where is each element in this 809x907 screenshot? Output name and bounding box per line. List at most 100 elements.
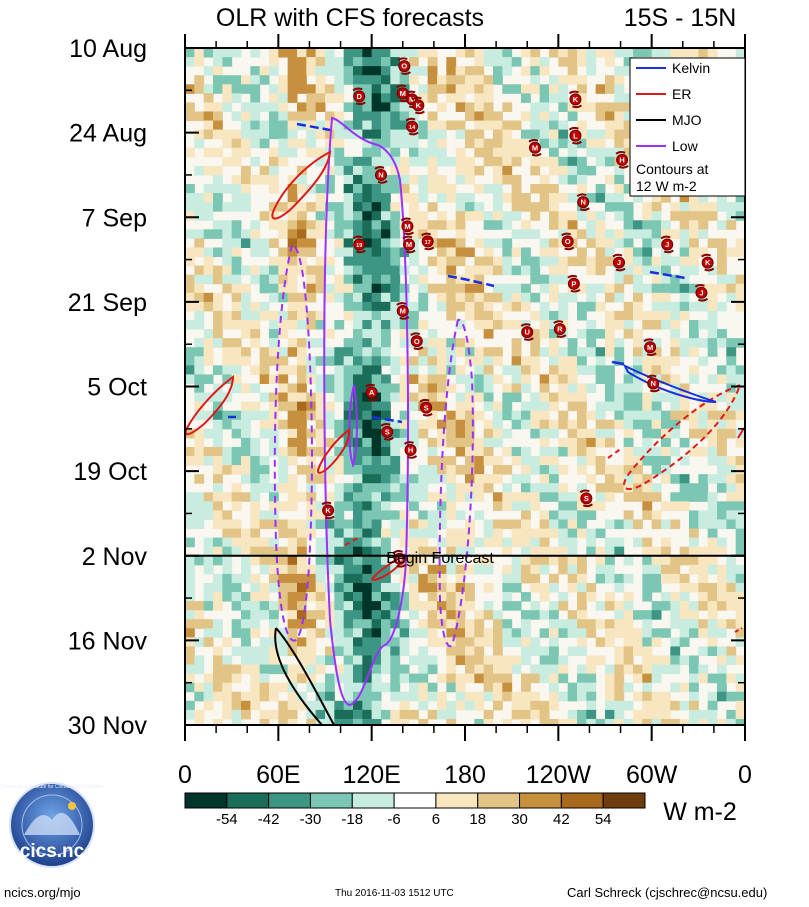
olr-cell — [334, 555, 345, 566]
olr-cell — [231, 465, 242, 475]
olr-cell — [241, 165, 251, 176]
olr-cell — [203, 492, 214, 502]
olr-cell — [567, 57, 578, 67]
olr-cell — [390, 673, 401, 684]
olr-cell — [343, 465, 354, 475]
olr-cell — [539, 174, 550, 185]
olr-cell — [427, 401, 438, 412]
olr-cell — [577, 165, 587, 176]
olr-cell — [390, 582, 401, 593]
olr-cell — [726, 483, 737, 493]
olr-cell — [418, 347, 429, 357]
olr-cell — [213, 646, 223, 656]
olr-cell — [390, 528, 401, 539]
colorbar-swatch — [602, 792, 646, 809]
olr-cell — [250, 84, 261, 94]
er-contour-6 — [344, 537, 359, 546]
olr-cell — [399, 174, 410, 185]
olr-cell — [343, 57, 354, 67]
olr-cell — [325, 57, 335, 67]
olr-cell — [297, 519, 307, 530]
olr-cell — [623, 465, 634, 475]
olr-cell — [409, 220, 419, 230]
olr-cell — [259, 283, 270, 294]
olr-cell — [483, 147, 494, 158]
olr-cell — [390, 510, 401, 520]
olr-cell — [483, 628, 494, 638]
olr-cell — [353, 456, 363, 466]
olr-cell — [698, 220, 709, 230]
olr-cell — [689, 492, 699, 502]
olr-cell — [735, 247, 745, 258]
cyclone-label: 19 — [356, 243, 362, 249]
olr-cell — [577, 437, 587, 448]
olr-cell — [287, 573, 298, 584]
olr-cell — [399, 338, 410, 348]
olr-cell — [269, 329, 279, 339]
olr-cell — [549, 519, 559, 530]
olr-cell — [595, 365, 606, 375]
olr-cell — [465, 492, 475, 502]
olr-cell — [287, 256, 298, 267]
olr-cell — [231, 129, 242, 140]
olr-cell — [390, 610, 401, 620]
olr-cell — [409, 437, 419, 448]
olr-cell — [362, 156, 373, 167]
olr-cell — [539, 546, 550, 557]
olr-cell — [605, 347, 615, 357]
olr-cell — [511, 628, 522, 638]
olr-cell — [633, 338, 643, 348]
olr-cell — [371, 347, 382, 357]
olr-cell — [707, 283, 718, 294]
olr-cell — [586, 655, 597, 666]
olr-cell — [474, 564, 485, 575]
olr-cell — [409, 111, 419, 122]
olr-cell — [269, 84, 279, 94]
olr-cell — [362, 301, 373, 312]
olr-cell — [698, 410, 709, 421]
y-tick-label: 5 Oct — [87, 374, 147, 402]
olr-cell — [362, 392, 373, 403]
olr-cell — [586, 664, 597, 675]
olr-cell — [567, 66, 578, 76]
olr-cell — [577, 356, 587, 366]
olr-cell — [259, 637, 270, 647]
olr-cell — [437, 211, 447, 221]
olr-cell — [493, 57, 503, 67]
olr-cell — [483, 102, 494, 112]
olr-cell — [474, 320, 485, 330]
olr-cell — [689, 619, 699, 629]
olr-cell — [633, 673, 643, 684]
cyclone-label: H — [619, 155, 624, 164]
olr-cell — [390, 84, 401, 94]
olr-cell — [549, 610, 559, 620]
olr-cell — [306, 718, 317, 725]
olr-cell — [455, 66, 466, 76]
olr-cell — [194, 437, 205, 448]
olr-cell — [595, 129, 606, 140]
olr-cell — [717, 628, 727, 638]
olr-cell — [717, 365, 727, 375]
olr-cell — [558, 220, 569, 230]
olr-cell — [399, 419, 410, 430]
olr-cell — [241, 619, 251, 629]
olr-cell — [689, 410, 699, 421]
olr-cell — [362, 238, 373, 248]
olr-cell — [521, 93, 531, 103]
olr-cell — [455, 564, 466, 575]
olr-cell — [362, 483, 373, 493]
olr-cell — [623, 265, 634, 276]
olr-cell — [250, 592, 261, 602]
olr-cell — [343, 682, 354, 693]
cyclone-icon — [660, 235, 674, 254]
olr-cell — [437, 174, 447, 185]
olr-cell — [493, 184, 503, 194]
olr-cell — [465, 202, 475, 212]
olr-cell — [502, 401, 513, 412]
olr-cell — [521, 465, 531, 475]
olr-cell — [726, 202, 737, 212]
olr-cell — [530, 419, 541, 430]
olr-cell — [287, 691, 298, 702]
olr-cell — [558, 501, 569, 511]
olr-cell — [306, 238, 317, 248]
